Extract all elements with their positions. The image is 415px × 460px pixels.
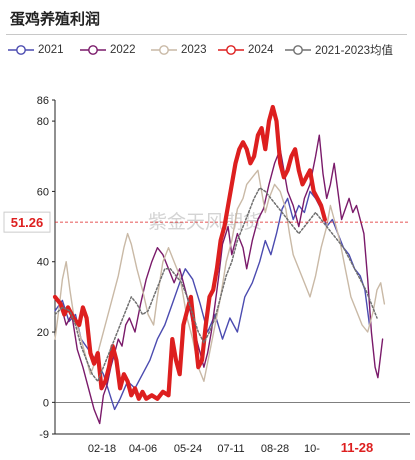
x-tick-label: 08-28 — [261, 443, 289, 455]
legend-label: 2024 — [248, 44, 274, 56]
y-tick-label: 80 — [37, 116, 49, 128]
legend-marker — [285, 45, 311, 55]
y-tick-label: 86 — [37, 95, 49, 107]
series-line-2021-2023均值 — [54, 187, 378, 383]
title-divider — [6, 34, 407, 35]
legend-item: 2021-2023均值 — [285, 40, 393, 60]
x-tick-label-highlight: 11-28 — [341, 440, 374, 455]
legend-item: 2022 — [80, 40, 136, 60]
series-line-2023 — [54, 169, 386, 382]
y-tick-label: -9 — [39, 429, 49, 441]
y-tick-label: 60 — [37, 186, 49, 198]
y-tick-label: 20 — [37, 327, 49, 339]
legend-marker — [218, 45, 244, 55]
series-line-2024 — [52, 104, 327, 401]
chart-title: 蛋鸡养殖利润 — [10, 10, 101, 28]
y-tick-label: 0 — [43, 397, 49, 409]
legend-marker — [8, 45, 34, 55]
latest-value-label: 51.26 — [11, 215, 44, 230]
legend-label: 2021 — [38, 44, 64, 56]
legend-label: 2022 — [110, 44, 136, 56]
legend-label: 2023 — [181, 44, 207, 56]
legend-marker — [151, 45, 177, 55]
legend-item: 2023 — [151, 40, 207, 60]
legend-label: 2021-2023均值 — [315, 45, 393, 57]
latest-value-box — [3, 211, 51, 233]
legend: 2021 2022 2023 2024 2021-2023均值 — [8, 40, 413, 60]
legend-item: 2021 — [8, 40, 64, 60]
x-tick-label: 02-18 — [88, 443, 116, 455]
series-line-2021 — [54, 190, 371, 411]
x-tick-label: 07-11 — [217, 443, 244, 455]
x-tick-label: 10- — [304, 443, 320, 455]
legend-marker — [80, 45, 106, 55]
x-tick-label: 04-06 — [129, 443, 157, 455]
y-tick-label: 40 — [37, 257, 49, 269]
legend-item: 2024 — [218, 40, 274, 60]
x-tick-label: 05-24 — [174, 443, 202, 455]
